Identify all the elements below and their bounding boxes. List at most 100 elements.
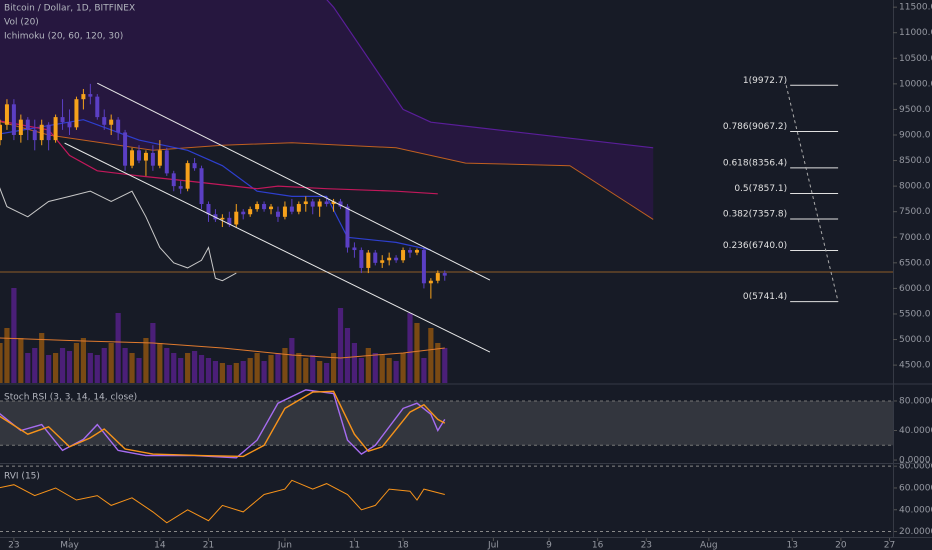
y-tick-label: 8500.0 (899, 156, 931, 166)
volume-bar (191, 351, 198, 383)
rvi-tick-label: 60.0000 (899, 483, 932, 493)
ichimoku-kijun (0, 119, 432, 251)
fib-trend (785, 85, 839, 302)
volume-bar (317, 361, 323, 383)
candle-body (303, 201, 308, 205)
volume-bar (344, 328, 351, 383)
volume-bar (393, 361, 399, 383)
stoch-tick-label: 80.0000 (899, 396, 932, 406)
candle-body (310, 201, 315, 207)
volume-bar (268, 355, 274, 383)
volume-bar (442, 348, 448, 383)
volume-bar (18, 338, 24, 383)
volume-bar (129, 353, 135, 383)
candle-body (421, 250, 426, 284)
fib-label: 0.786(9067.2) (723, 122, 787, 132)
candle-body (136, 150, 141, 161)
candle-body (241, 211, 246, 215)
y-tick-label: 4500.0 (899, 361, 931, 371)
candle-body (296, 204, 301, 212)
stoch-line (0, 390, 446, 458)
candle-body (269, 206, 274, 210)
candle-body (185, 163, 190, 189)
fib-label: 1(9972.7) (743, 76, 787, 86)
volume-bar (66, 351, 73, 383)
volume-bar (379, 355, 385, 383)
y-tick-label: 7500.0 (899, 207, 931, 217)
volume-bar (178, 358, 184, 383)
x-tick-label: 21 (203, 541, 214, 550)
volume-bar (428, 328, 434, 383)
volume-bar (337, 308, 344, 383)
candle-body (380, 260, 385, 263)
y-tick-label: 9000.0 (899, 130, 931, 140)
candle-body (414, 250, 419, 253)
candle-body (275, 211, 280, 217)
candle-body (373, 252, 378, 263)
candle-body (81, 94, 86, 100)
candle-body (317, 201, 322, 207)
volume-bar (296, 353, 302, 383)
volume-bar (94, 355, 100, 383)
trend-line (97, 82, 491, 281)
candle-body (387, 257, 392, 261)
candle-body (4, 104, 9, 125)
volume-bar (11, 288, 17, 383)
ichimoku-span-a (0, 121, 654, 220)
volume-bar (59, 348, 66, 383)
candle-body (206, 204, 211, 215)
candle-body (46, 124, 51, 141)
volume-bar (212, 361, 219, 383)
volume-bar (421, 358, 427, 383)
x-tick-label: 23 (641, 541, 652, 550)
rvi-label: RVI (15) (4, 472, 40, 482)
x-tick-label: 27 (884, 541, 895, 550)
candle-body (345, 206, 350, 248)
candle-body (143, 152, 148, 161)
volume-bar (358, 358, 364, 383)
stoch-label: Stoch RSI (3, 3, 14, 14, close) (4, 393, 137, 403)
x-tick-label: 23 (8, 541, 19, 550)
candle-body (157, 150, 162, 166)
rvi-tick-label: 20.0000 (899, 527, 932, 537)
trend-line (64, 142, 491, 353)
volume-bar (310, 355, 316, 383)
volume-bar (219, 363, 225, 383)
volume-bar (407, 313, 413, 383)
volume-bar (0, 343, 3, 383)
volume-bar (39, 333, 45, 383)
rvi-tick-label: 40.0000 (899, 505, 932, 515)
fib-label: 0.382(7357.8) (723, 209, 787, 219)
candle-body (130, 150, 135, 166)
x-tick-label: 9 (546, 541, 552, 550)
y-tick-label: 8000.0 (899, 182, 931, 192)
ichimoku-cloud (0, 0, 654, 220)
volume-bar (240, 361, 246, 383)
indicator-panes: 80.000040.00000.000080.000060.000040.000… (0, 389, 932, 537)
y-tick-label: 5500.0 (899, 309, 931, 319)
volume-bar (261, 361, 267, 383)
volume-bar (324, 363, 330, 383)
volume-bar (365, 348, 371, 383)
y-tick-label: 11000.0 (899, 28, 932, 38)
volume-bar (32, 348, 38, 383)
volume-bar (108, 343, 114, 383)
volume-bar (226, 365, 232, 383)
volume-bar (351, 343, 358, 383)
x-tick-label: 20 (835, 541, 847, 550)
volume-bar (185, 353, 191, 383)
candle-body (255, 204, 260, 210)
y-tick-label: 10000.0 (899, 79, 932, 89)
stoch-tick-label: 0.0000 (899, 456, 931, 466)
rvi-line (0, 479, 445, 524)
candle-body (164, 150, 169, 174)
x-tick-label: 14 (154, 541, 166, 550)
candle-body (331, 201, 336, 205)
volume-bar (25, 353, 31, 383)
volume-bar (150, 323, 156, 383)
stoch-band (0, 400, 893, 446)
y-tick-label: 11500.0 (899, 3, 932, 13)
candle-body (123, 132, 128, 166)
